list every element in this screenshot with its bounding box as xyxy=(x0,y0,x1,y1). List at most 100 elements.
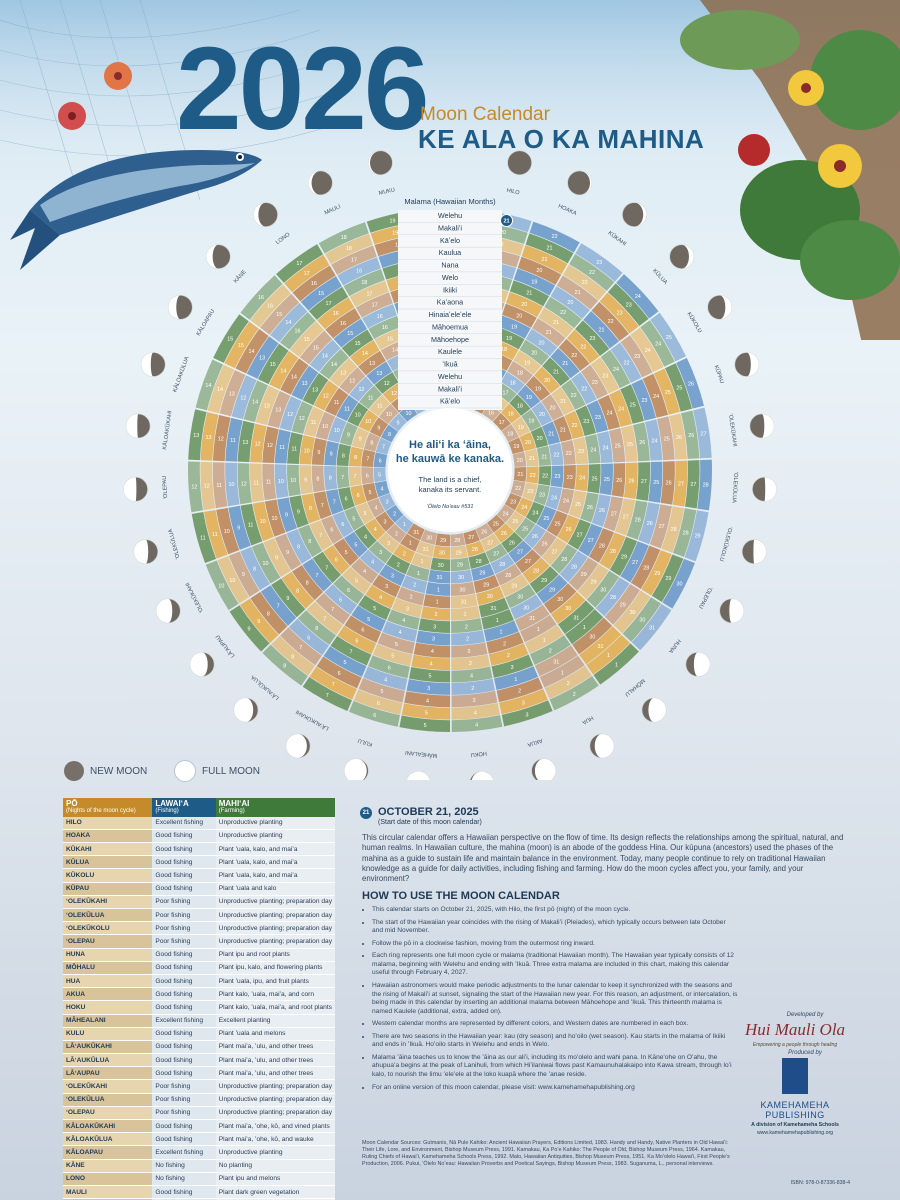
day-number: 5 xyxy=(424,723,427,729)
day-cell xyxy=(338,487,355,511)
day-cell xyxy=(308,286,349,320)
table-row: KĀLOAKŪLUA Good fishing Plant maiʻa, ʻohe,… xyxy=(63,1132,335,1147)
malama-name: Nana xyxy=(441,261,458,270)
day-cell xyxy=(329,358,358,387)
day-cell xyxy=(512,451,527,467)
table-row: ʻOLEKŪKOLU Poor fishing Unproductive plant… xyxy=(63,921,335,936)
day-number: 11 xyxy=(334,400,340,406)
day-number: 27 xyxy=(641,479,647,485)
day-number: 12 xyxy=(267,443,273,449)
day-number: 24 xyxy=(653,394,659,400)
day-number: 7 xyxy=(366,457,369,463)
day-number: 27 xyxy=(551,549,557,555)
moon-lit-portion xyxy=(693,652,710,677)
center-circle xyxy=(388,408,512,532)
farming-cell: Unproductive planting; preparation day xyxy=(215,934,335,949)
day-cell xyxy=(541,394,564,421)
day-number: 17 xyxy=(366,291,372,297)
day-cell xyxy=(399,715,450,732)
day-cell xyxy=(388,413,407,432)
day-cell xyxy=(330,636,372,666)
day-number: 2 xyxy=(465,624,468,630)
day-number: 21 xyxy=(517,472,523,478)
day-number: 3 xyxy=(386,500,389,506)
day-cell xyxy=(556,488,575,514)
day-number: 2 xyxy=(573,692,576,698)
day-number: 22 xyxy=(530,473,536,479)
day-number: 3 xyxy=(473,698,476,704)
day-number: 7 xyxy=(299,645,302,651)
day-cell xyxy=(693,407,712,459)
day-cell xyxy=(568,490,587,519)
publisher-name-line1: KAMEHAMEHA xyxy=(760,1100,830,1110)
day-cell xyxy=(237,420,255,463)
day-number: 21 xyxy=(553,320,559,326)
day-cell xyxy=(451,618,483,633)
center-proverb: He aliʻi ka ʻāina, he kauwā ke kanaka. The… xyxy=(388,408,512,532)
day-cell xyxy=(514,517,536,540)
day-number: 10 xyxy=(322,424,328,430)
day-number: 22 xyxy=(571,353,577,359)
day-number: 26 xyxy=(481,530,487,536)
moon-lit-portion xyxy=(761,413,774,438)
day-number: 7 xyxy=(326,693,329,699)
po-cell: AKUA xyxy=(63,987,153,1002)
day-cell xyxy=(550,591,586,624)
day-number: 1 xyxy=(409,541,412,547)
po-name-label: KŪKAHI xyxy=(607,230,628,248)
day-cell xyxy=(496,677,543,703)
day-cell xyxy=(240,598,279,643)
day-cell xyxy=(387,609,420,630)
new-moon-icon xyxy=(64,761,84,781)
day-cell xyxy=(473,574,500,594)
day-number: 1 xyxy=(607,653,610,659)
day-cell xyxy=(350,485,367,506)
table-row: KŪKOLU Good fishing Plant ʻuala, kalo, and… xyxy=(63,868,335,883)
day-cell xyxy=(476,586,505,606)
po-name-label: KŪLUA xyxy=(651,267,669,286)
day-number: 27 xyxy=(678,481,684,487)
day-number: 15 xyxy=(304,337,310,343)
day-cell xyxy=(607,283,649,326)
day-cell xyxy=(564,410,585,439)
day-cell xyxy=(288,618,329,656)
day-cell xyxy=(343,268,385,297)
day-cell xyxy=(373,467,387,483)
moon-lit-portion xyxy=(168,295,181,320)
day-cell xyxy=(354,525,377,549)
day-number: 10 xyxy=(260,519,266,525)
day-cell xyxy=(508,540,532,563)
day-number: 10 xyxy=(290,478,296,484)
day-number: 21 xyxy=(599,328,605,334)
day-number: 5 xyxy=(395,642,398,648)
day-number: 5 xyxy=(373,606,376,612)
day-cell xyxy=(321,515,344,544)
day-number: 1 xyxy=(436,600,439,606)
day-cell xyxy=(271,578,306,618)
day-cell xyxy=(195,359,224,411)
day-cell xyxy=(451,690,498,708)
table-row: ʻOLEPAU Poor fishing Unproductive planting… xyxy=(63,934,335,949)
day-number: 15 xyxy=(318,291,324,297)
fishing-cell: Good fishing xyxy=(152,1132,216,1147)
howto-item: This calendar starts on October 21, 2025… xyxy=(372,906,738,915)
day-cell xyxy=(584,434,601,464)
day-number: 8 xyxy=(309,506,312,512)
day-cell xyxy=(587,464,601,494)
po-name-label: MĀHEALANI xyxy=(404,749,437,759)
day-cell xyxy=(359,549,386,574)
fishing-cell: Good fishing xyxy=(152,987,216,1002)
day-cell xyxy=(596,431,613,463)
day-cell xyxy=(404,691,450,708)
day-cell xyxy=(374,327,405,350)
day-cell xyxy=(499,688,548,715)
day-number: 1 xyxy=(403,522,406,528)
day-cell xyxy=(311,465,326,493)
day-number: 2 xyxy=(434,612,437,618)
day-number: 8 xyxy=(329,476,332,482)
day-number: 23 xyxy=(641,398,647,404)
day-number: 21 xyxy=(541,257,547,263)
day-cell xyxy=(496,504,515,523)
malama-name: Kaʻaona xyxy=(437,298,463,307)
day-cell xyxy=(517,256,562,285)
